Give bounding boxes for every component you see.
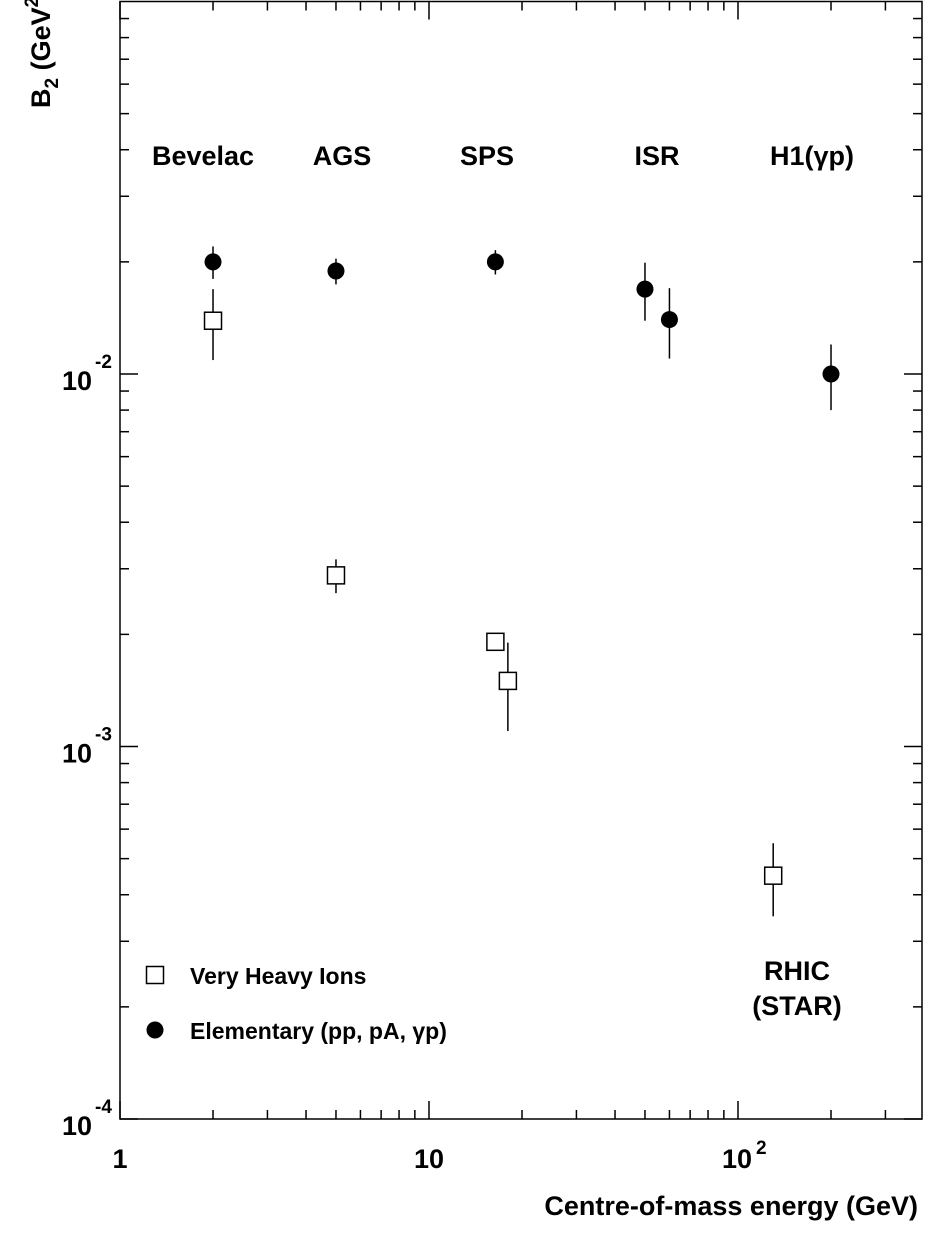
marker <box>822 365 840 383</box>
y-tick-label-exp: -2 <box>95 352 112 373</box>
marker <box>145 965 165 985</box>
x-tick-label: 10 2 <box>722 1138 767 1174</box>
y-tick-label-base: 10 <box>62 739 92 769</box>
marker <box>486 253 504 271</box>
y-title-sup: 2 <box>22 0 43 7</box>
x-tick-label: 10 <box>414 1144 444 1174</box>
annotation: H1(γp) <box>770 141 854 171</box>
annotation: AGS <box>313 141 372 171</box>
y-title-part: (GeV <box>26 7 56 78</box>
marker <box>326 566 346 585</box>
y-tick-label-base: 10 <box>62 1111 92 1141</box>
marker <box>498 671 518 691</box>
annotation: ISR <box>634 141 679 171</box>
legend-label: Elementary (pp, pA, γp) <box>190 1018 447 1044</box>
annotation: (STAR) <box>752 991 841 1021</box>
y-tick-label: 10-3 <box>62 725 112 769</box>
y-tick-label-exp: -4 <box>95 1097 112 1118</box>
y-title-sub: 2 <box>42 78 63 89</box>
annotation: RHIC <box>764 956 830 986</box>
annotation: Bevelac <box>152 141 254 171</box>
marker <box>660 311 678 329</box>
marker <box>203 311 223 330</box>
x-tick-label: 1 <box>112 1144 127 1174</box>
x-tick-label-exp: 2 <box>756 1138 767 1159</box>
annotation: SPS <box>460 141 514 171</box>
y-tick-label: 10-2 <box>62 352 112 396</box>
marker <box>204 253 222 271</box>
y-axis-title: B2 (GeV2) <box>22 0 63 108</box>
plot-frame <box>119 0 923 1120</box>
marker <box>763 866 783 885</box>
y-tick-label-base: 10 <box>62 366 92 396</box>
marker <box>636 280 654 298</box>
x-axis-title: Centre-of-mass energy (GeV) <box>544 1191 918 1221</box>
marker <box>146 1021 164 1039</box>
y-tick-label: 10-4 <box>62 1097 112 1141</box>
y-tick-label-exp: -3 <box>95 725 112 746</box>
legend-label: Very Heavy Ions <box>190 963 366 989</box>
x-tick-label-base: 10 <box>722 1144 752 1174</box>
marker <box>486 632 505 652</box>
marker <box>327 262 345 280</box>
y-title-part: B <box>26 89 56 109</box>
